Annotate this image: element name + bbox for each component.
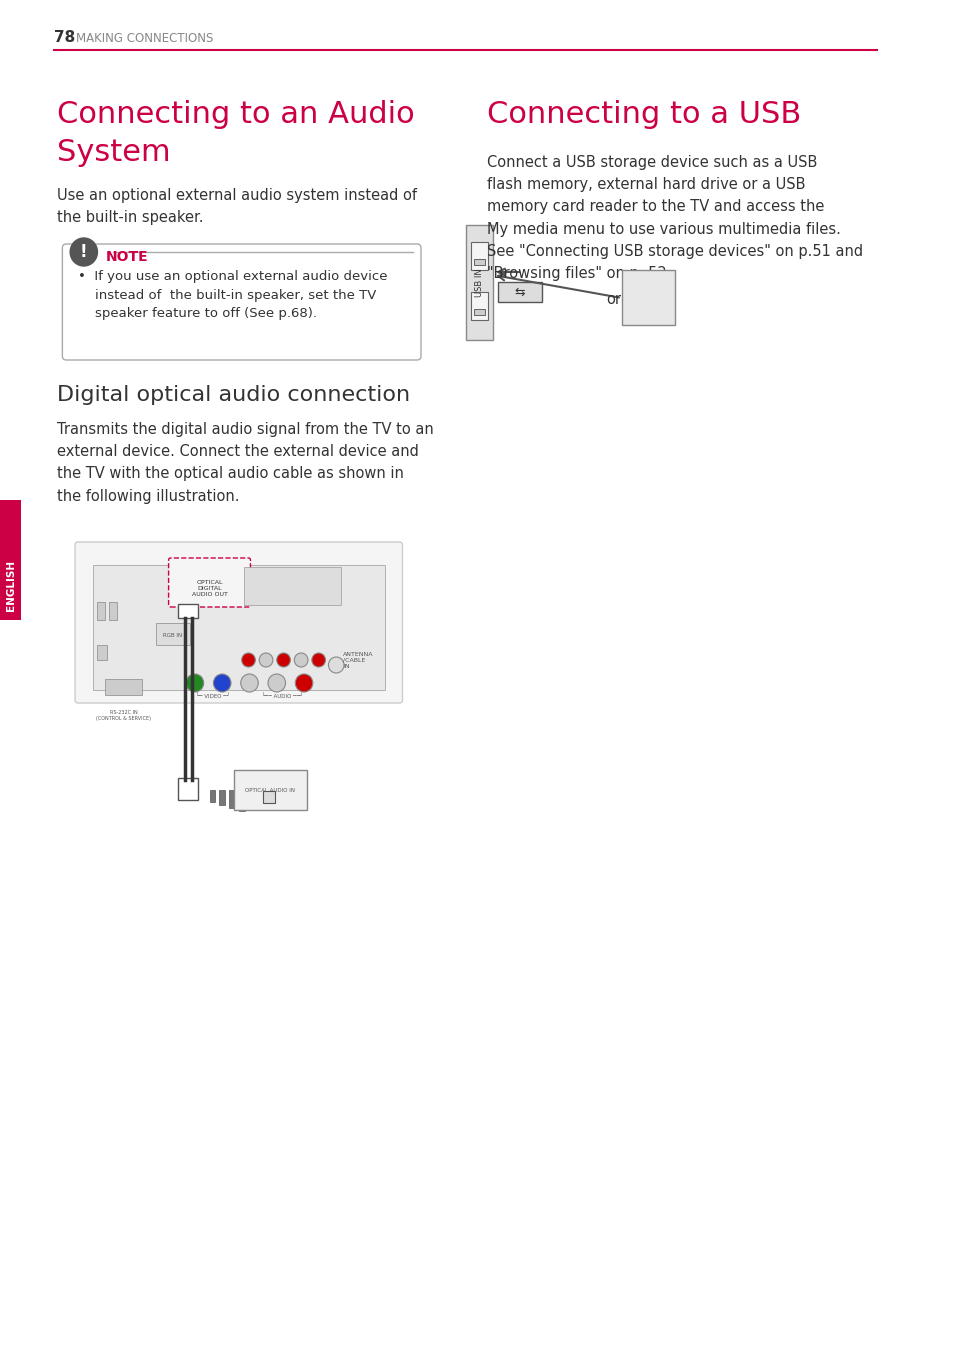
Circle shape bbox=[186, 674, 204, 692]
Text: OPTICAL
DIGITAL
AUDIO OUT: OPTICAL DIGITAL AUDIO OUT bbox=[192, 580, 227, 597]
Circle shape bbox=[294, 652, 308, 667]
Text: System: System bbox=[56, 137, 170, 167]
Circle shape bbox=[268, 674, 285, 692]
Text: Connecting to a USB: Connecting to a USB bbox=[487, 100, 801, 129]
Circle shape bbox=[240, 674, 258, 692]
Bar bbox=[105, 679, 142, 696]
Bar bbox=[97, 603, 105, 620]
Circle shape bbox=[276, 652, 290, 667]
Bar bbox=[0, 500, 21, 620]
Bar bbox=[465, 225, 493, 340]
Bar bbox=[470, 243, 488, 270]
FancyBboxPatch shape bbox=[75, 542, 402, 704]
Circle shape bbox=[312, 652, 325, 667]
Text: Connecting to an Audio: Connecting to an Audio bbox=[56, 100, 414, 129]
Bar bbox=[238, 790, 244, 811]
Bar bbox=[497, 282, 541, 302]
Bar bbox=[626, 299, 636, 313]
Bar bbox=[92, 565, 385, 690]
Bar bbox=[626, 276, 636, 291]
Bar bbox=[155, 623, 190, 644]
Text: or: or bbox=[606, 293, 620, 307]
Text: •  If you use an optional external audio device
    instead of  the built-in spe: • If you use an optional external audio … bbox=[78, 270, 387, 319]
Text: Connect a USB storage device such as a USB
flash memory, external hard drive or : Connect a USB storage device such as a U… bbox=[487, 155, 862, 280]
Bar bbox=[233, 770, 307, 810]
Circle shape bbox=[259, 652, 273, 667]
Bar bbox=[210, 790, 215, 802]
Text: ANTENNA
/CABLE
IN: ANTENNA /CABLE IN bbox=[343, 652, 374, 669]
Bar bbox=[178, 604, 197, 617]
Bar bbox=[178, 778, 197, 799]
Text: Use an optional external audio system instead of
the built-in speaker.: Use an optional external audio system in… bbox=[56, 187, 416, 225]
Text: !: ! bbox=[80, 243, 88, 262]
FancyArrowPatch shape bbox=[497, 274, 618, 298]
Bar bbox=[263, 791, 274, 803]
Text: Digital optical audio connection: Digital optical audio connection bbox=[56, 386, 409, 404]
FancyBboxPatch shape bbox=[169, 558, 251, 607]
Text: ⇆: ⇆ bbox=[514, 286, 524, 298]
Text: RGB IN: RGB IN bbox=[163, 634, 182, 638]
Circle shape bbox=[328, 656, 344, 673]
Circle shape bbox=[213, 674, 231, 692]
Text: └── AUDIO ──┘: └── AUDIO ──┘ bbox=[262, 693, 303, 700]
Text: USB IN: USB IN bbox=[475, 268, 483, 298]
Bar bbox=[229, 790, 234, 807]
FancyBboxPatch shape bbox=[62, 244, 420, 360]
Text: Transmits the digital audio signal from the TV to an
external device. Connect th: Transmits the digital audio signal from … bbox=[56, 422, 433, 504]
Bar bbox=[97, 644, 107, 661]
Text: RS-232C IN
(CONTROL & SERVICE): RS-232C IN (CONTROL & SERVICE) bbox=[96, 710, 152, 721]
Bar bbox=[219, 790, 225, 805]
Text: ENGLISH: ENGLISH bbox=[6, 559, 15, 611]
Text: OPTICAL AUDIO IN: OPTICAL AUDIO IN bbox=[245, 789, 294, 793]
Bar bbox=[470, 293, 488, 319]
Circle shape bbox=[241, 652, 255, 667]
Text: MAKING CONNECTIONS: MAKING CONNECTIONS bbox=[76, 31, 213, 44]
Circle shape bbox=[71, 239, 97, 266]
Bar bbox=[473, 309, 485, 315]
Text: NOTE: NOTE bbox=[105, 249, 148, 264]
Bar bbox=[109, 603, 117, 620]
Bar bbox=[243, 568, 341, 605]
Text: 78: 78 bbox=[53, 31, 74, 46]
FancyArrowPatch shape bbox=[497, 268, 519, 275]
Bar bbox=[473, 259, 485, 266]
Bar bbox=[621, 270, 675, 325]
Text: └─ VIDEO ─┘: └─ VIDEO ─┘ bbox=[195, 693, 229, 700]
Circle shape bbox=[295, 674, 313, 692]
